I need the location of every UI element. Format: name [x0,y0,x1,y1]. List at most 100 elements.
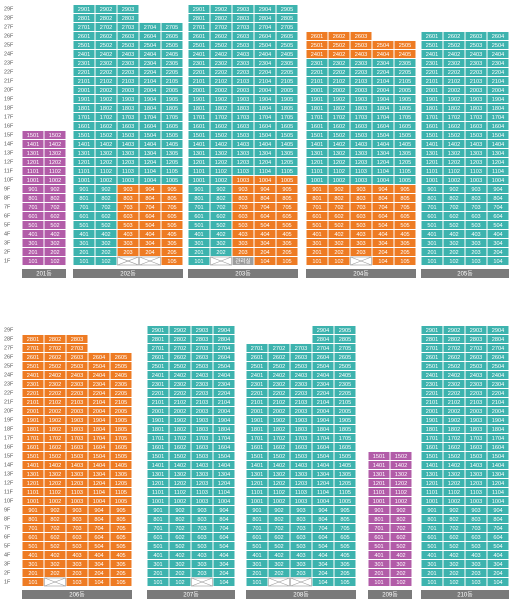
unit-number: 1704 [492,436,504,442]
unit-number: 1203 [355,160,367,166]
unit-cell [394,140,416,148]
unit-cell [213,551,235,559]
unit-number: 601 [374,535,383,541]
unit-cell [421,185,443,193]
unit-number: 1104 [492,490,504,496]
blocked-cross [117,256,139,266]
unit-number: 1601 [193,124,205,130]
unit-cell [290,470,312,478]
unit-cell [276,185,298,193]
unit-number: 402 [50,232,59,238]
unit-number: 1602 [215,124,227,130]
unit-cell [421,140,443,148]
unit-cell [246,506,268,514]
unit-number: 305 [167,241,176,247]
unit-cell [213,479,235,487]
unit-cell [188,32,210,40]
unit-number: 2101 [27,400,39,406]
unit-cell [188,257,210,265]
unit-number: 401 [427,232,436,238]
unit-number: 1104 [93,490,105,496]
unit-cell [421,362,443,370]
unit-cell [110,389,132,397]
unit-number: 104 [493,580,502,586]
unit-cell [191,470,213,478]
unit-number: 803 [238,196,247,202]
unit-cell [268,515,290,523]
unit-number: 2705 [339,346,351,352]
unit-number: 1205 [399,160,411,166]
unit-cell [350,248,372,256]
unit-cell [210,14,232,22]
unit-cell [465,131,487,139]
unit-number: 1303 [295,472,307,478]
unit-number: 804 [493,517,502,523]
unit-number: 205 [400,250,409,256]
unit-cell [117,104,139,112]
unit-number: 303 [471,562,480,568]
unit-cell [139,113,161,121]
unit-cell [232,41,254,49]
unit-cell [443,515,465,523]
blocked-cross [350,256,372,266]
unit-cell [147,569,169,577]
unit-cell [443,41,465,49]
unit-cell [254,221,276,229]
unit-number: 1302 [448,472,460,478]
unit-cell [110,542,132,550]
unit-number: 2302 [273,382,285,388]
unit-cell [372,77,394,85]
unit-number: 302 [50,241,59,247]
unit-number: 703 [123,205,132,211]
unit-cell [22,479,44,487]
unit-number: 1605 [281,124,293,130]
unit-number: 2001 [78,88,90,94]
unit-cell [268,380,290,388]
unit-cell [312,506,334,514]
unit-cell [22,230,44,238]
unit-number: 1902 [448,97,460,103]
unit-cell [88,578,110,586]
unit-cell [73,239,95,247]
unit-number: 2303 [196,382,208,388]
unit-number: 1202 [215,160,227,166]
unit-cell [22,257,44,265]
unit-cell [188,203,210,211]
unit-number: 1604 [492,445,504,451]
unit-number: 704 [260,205,269,211]
unit-number: 1504 [93,454,105,460]
unit-number: 303 [356,241,365,247]
unit-number: 1505 [281,133,293,139]
unit-cell [290,407,312,415]
unit-number: 902 [50,508,59,514]
unit-cell [210,248,232,256]
unit-cell [169,380,191,388]
unit-cell [22,515,44,523]
unit-number: 202 [274,571,283,577]
unit-cell [312,389,334,397]
floor-label: 16F [4,123,14,129]
unit-number: 2302 [49,382,61,388]
unit-number: 701 [153,526,162,532]
unit-number: 1704 [218,436,230,442]
unit-number: 603 [72,535,81,541]
unit-cell [394,50,416,58]
unit-number: 204 [145,250,154,256]
unit-number: 901 [427,187,436,193]
unit-number: 2102 [333,79,345,85]
unit-cell [213,407,235,415]
unit-cell [95,230,117,238]
unit-number: 1404 [144,142,156,148]
unit-cell [290,425,312,433]
unit-cell [169,542,191,550]
unit-cell [290,560,312,568]
unit-number: 1802 [100,106,112,112]
unit-number: 2202 [49,391,61,397]
unit-cell [210,113,232,121]
unit-number: 1103 [71,490,83,496]
unit-number: 801 [252,517,261,523]
unit-number: 2105 [166,79,178,85]
unit-number: 1603 [470,445,482,451]
unit-number: 401 [28,553,37,559]
unit-cell [22,434,44,442]
